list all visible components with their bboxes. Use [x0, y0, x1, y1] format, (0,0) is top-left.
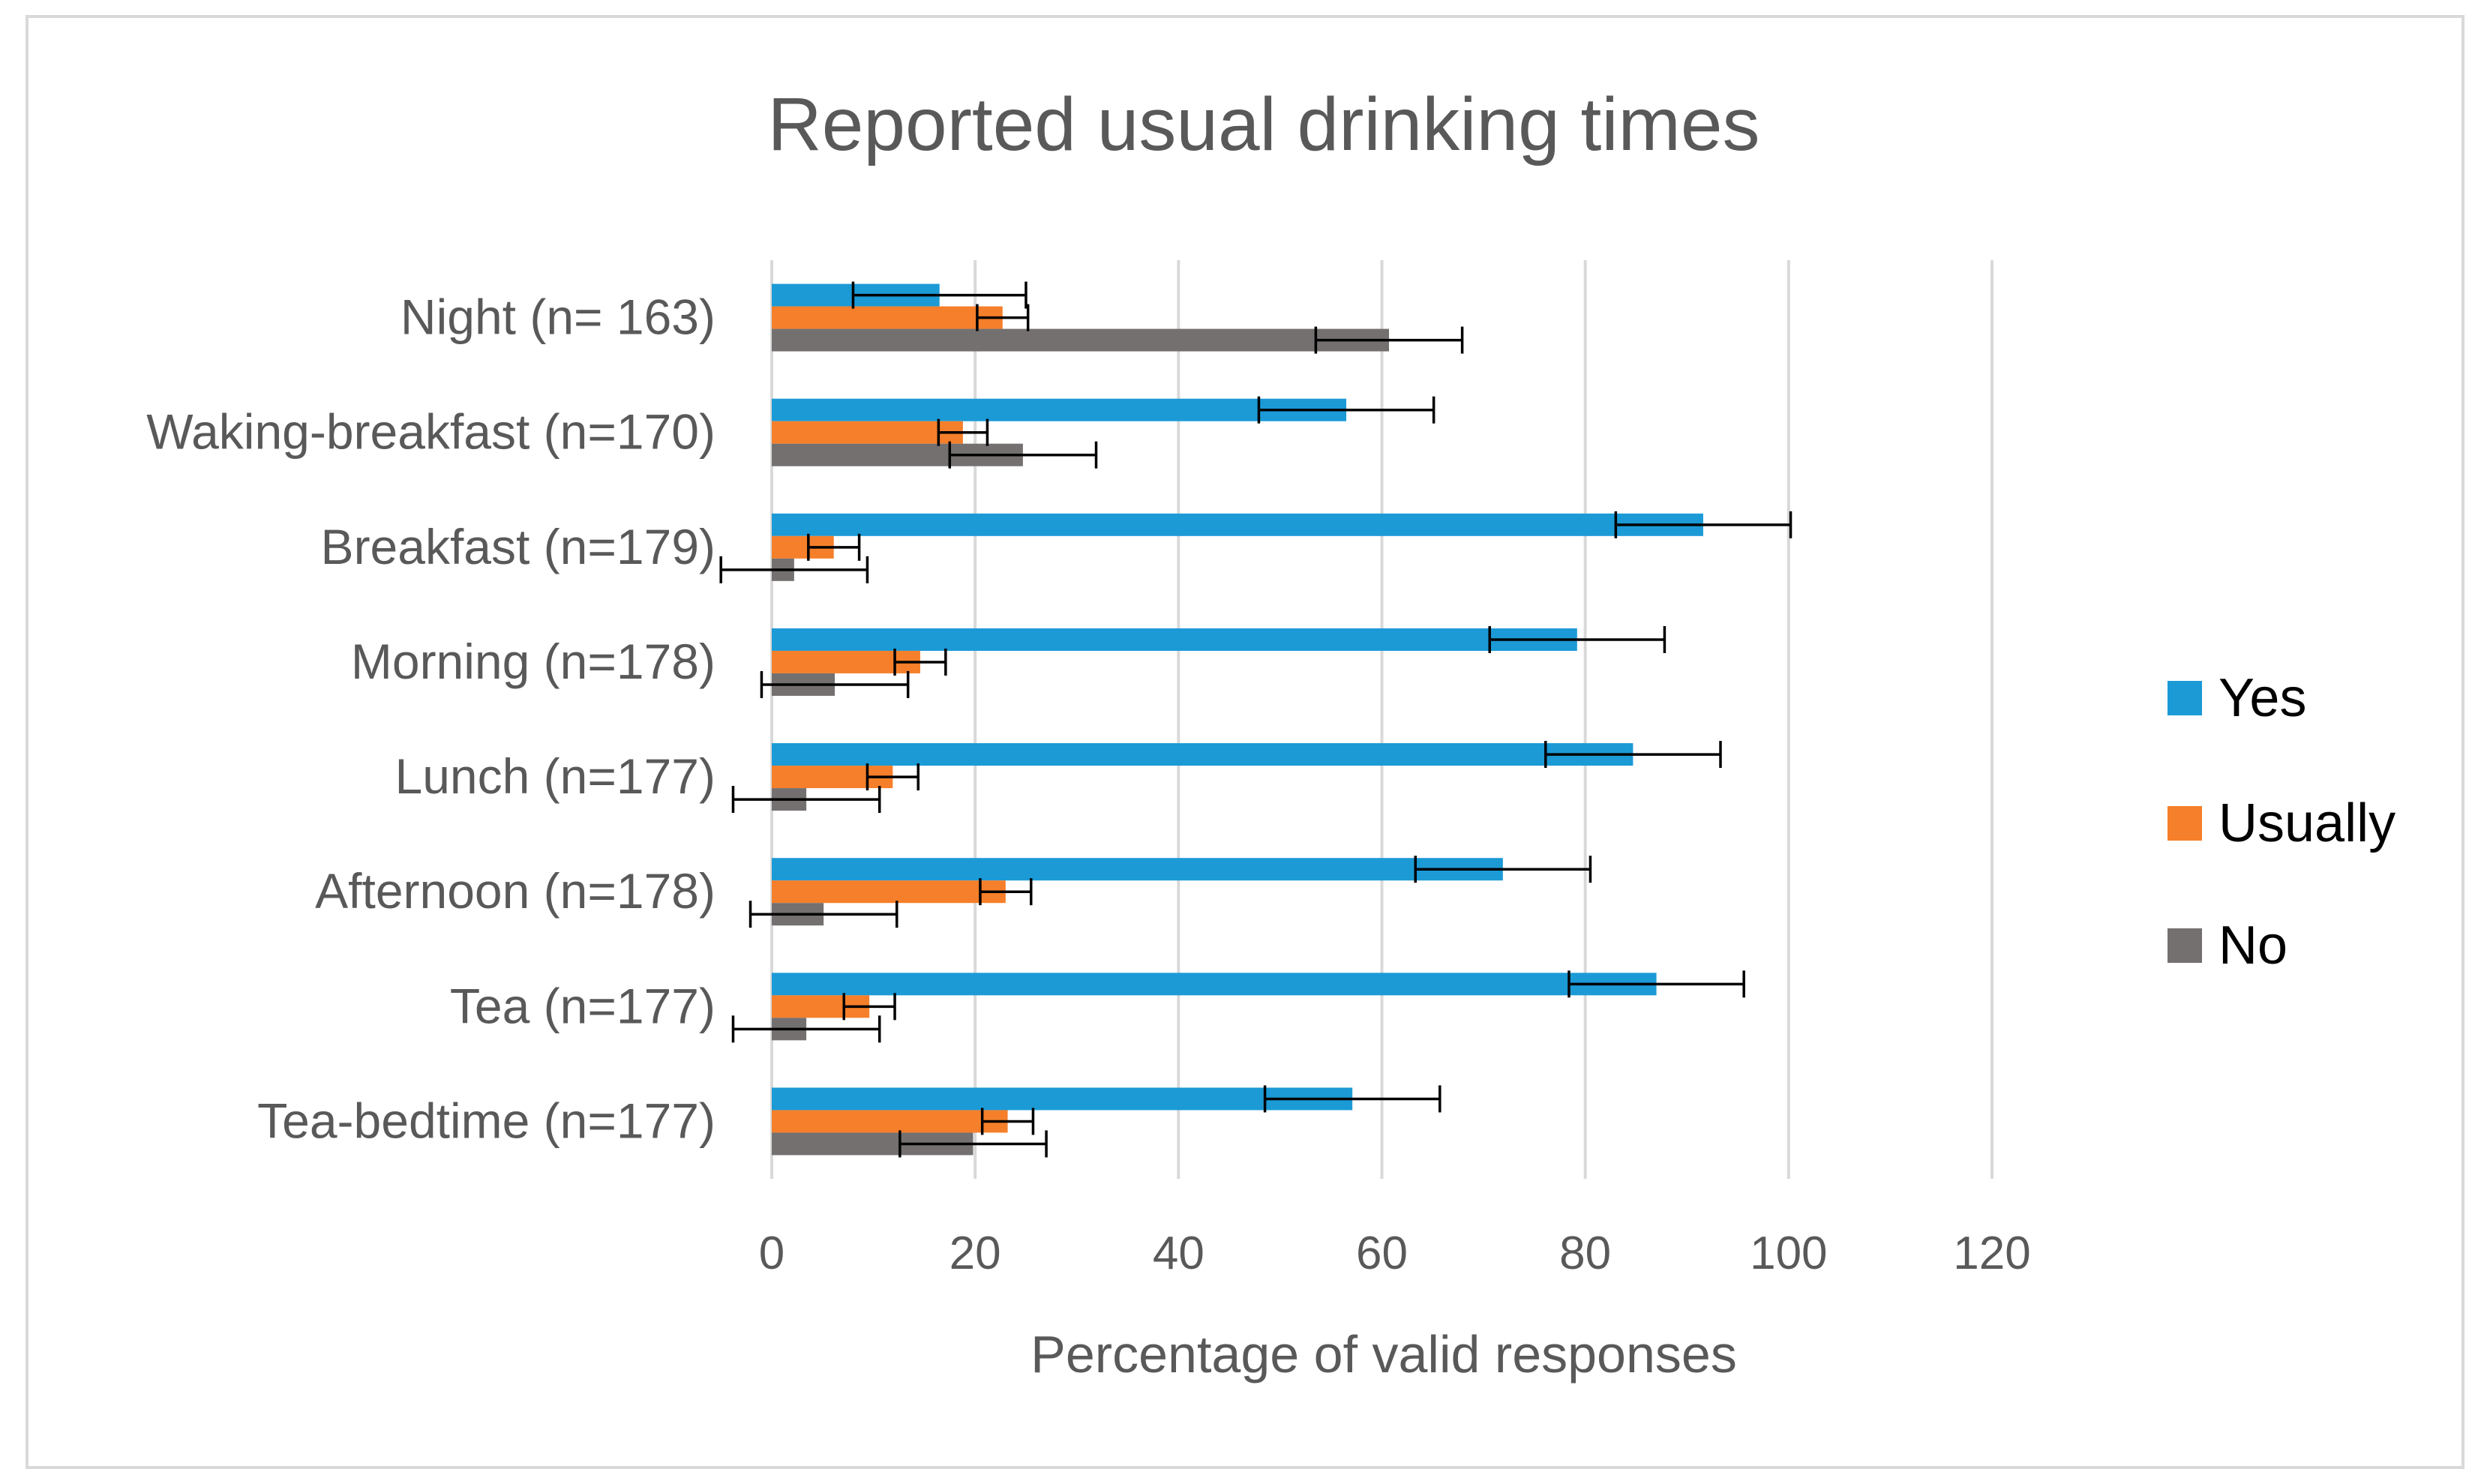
legend-swatch: [2168, 806, 2202, 841]
bar-usually-5: [772, 880, 1006, 904]
error-bar-usually-6: [842, 993, 896, 1021]
error-bar-yes-6: [1568, 970, 1745, 998]
error-bar-usually-3: [893, 648, 947, 676]
legend-item-no: No: [2168, 916, 2288, 976]
category-label: Morning (n=178): [351, 634, 716, 689]
error-bar-no-6: [731, 1015, 881, 1043]
chart-title: Reported usual drinking times: [768, 82, 1760, 166]
bar-yes-2: [772, 513, 1703, 536]
x-tick-label: 0: [759, 1228, 784, 1279]
error-bar-usually-5: [979, 878, 1033, 906]
category-label: Breakfast (n=179): [321, 519, 716, 574]
x-tick-label: 20: [950, 1228, 1001, 1279]
error-bar-usually-2: [807, 533, 861, 561]
error-bar-yes-5: [1414, 856, 1592, 883]
bar-yes-5: [772, 858, 1503, 881]
gridlines: [770, 260, 1994, 1179]
x-tick-label: 120: [1953, 1228, 2030, 1279]
legend-label: Yes: [2218, 668, 2306, 728]
error-bar-no-1: [948, 441, 1098, 469]
error-bar-usually-1: [937, 418, 989, 446]
legend-item-yes: Yes: [2168, 668, 2306, 728]
x-tick-label: 60: [1356, 1228, 1408, 1279]
error-bar-no-5: [748, 901, 898, 928]
error-bar-yes-2: [1614, 511, 1792, 538]
bar-yes-1: [772, 398, 1347, 421]
legend-swatch: [2168, 681, 2202, 715]
legend-item-usually: Usually: [2168, 793, 2396, 853]
category-label: Waking-breakfast (n=170): [146, 404, 716, 460]
category-label: Afternoon (n=178): [315, 863, 716, 919]
chart-frame: [26, 15, 2464, 1469]
bar-usually-7: [772, 1110, 1008, 1133]
legend-swatch: [2168, 928, 2202, 963]
category-label: Tea (n=177): [450, 978, 716, 1033]
category-labels: Night (n= 163) Waking-breakfast (n=170) Br…: [146, 289, 716, 1149]
x-tick-label: 40: [1153, 1228, 1204, 1279]
error-bars: [719, 281, 1792, 1158]
bars: [772, 283, 1703, 1156]
bar-yes-7: [772, 1087, 1353, 1111]
error-bar-no-2: [719, 556, 869, 583]
error-bar-no-0: [1314, 326, 1464, 354]
bar-yes-3: [772, 628, 1577, 651]
error-bar-no-7: [898, 1130, 1048, 1158]
bar-no-0: [772, 328, 1389, 352]
error-bar-no-4: [731, 786, 881, 814]
error-bar-yes-1: [1257, 396, 1436, 424]
legend-label: Usually: [2218, 793, 2396, 853]
category-label: Lunch (n=177): [395, 748, 716, 804]
error-bar-usually-4: [866, 763, 920, 791]
error-bar-yes-4: [1544, 741, 1722, 769]
x-tick-label: 100: [1750, 1228, 1827, 1279]
x-axis-title: Percentage of valid responses: [1030, 1325, 1737, 1384]
error-bar-yes-7: [1263, 1085, 1442, 1113]
category-label: Tea-bedtime (n=177): [257, 1093, 716, 1148]
error-bar-usually-0: [976, 304, 1030, 331]
bar-yes-4: [772, 743, 1634, 766]
bar-usually-0: [772, 306, 1003, 329]
bar-yes-6: [772, 973, 1657, 996]
bar-usually-1: [772, 421, 963, 444]
error-bar-yes-3: [1488, 625, 1666, 653]
error-bar-no-3: [760, 670, 910, 698]
error-bar-usually-7: [980, 1108, 1035, 1135]
x-tick-labels: 0 20 40 60 80 100 120: [759, 1228, 2031, 1279]
legend-label: No: [2218, 916, 2288, 976]
category-label: Night (n= 163): [400, 289, 716, 345]
error-bar-yes-0: [851, 281, 1028, 309]
x-tick-label: 80: [1559, 1228, 1611, 1279]
legend: Yes Usually No: [2168, 668, 2396, 976]
